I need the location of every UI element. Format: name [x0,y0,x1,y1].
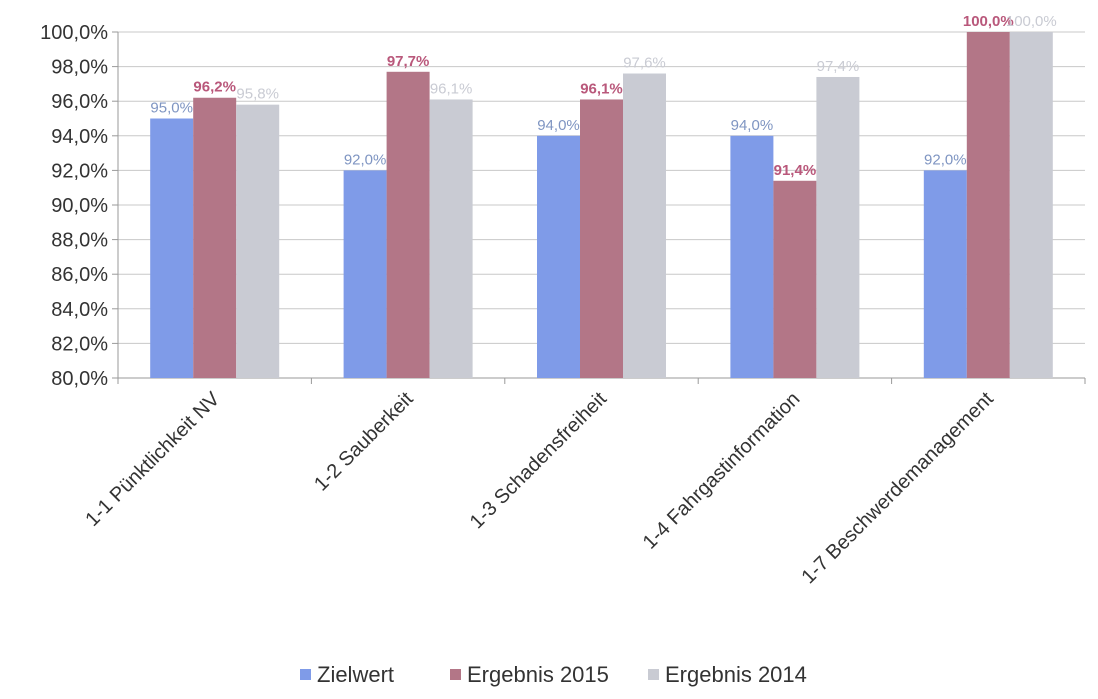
data-label: 95,0% [150,100,193,117]
y-tick-label: 92,0% [51,160,108,182]
y-tick-label: 94,0% [51,126,108,148]
bar-ergebnis-2015 [386,71,430,378]
bar-zielwert [730,135,774,378]
legend-label: Ergebnis 2015 [467,662,609,687]
bar-ergebnis-2014 [816,76,860,378]
y-tick-label: 88,0% [51,230,108,252]
legend-swatch [648,669,659,680]
data-label: 94,0% [731,117,774,134]
data-label: 96,2% [193,79,236,96]
data-label: 92,0% [344,151,387,168]
y-tick-label: 82,0% [51,333,108,355]
data-label: 97,6% [623,55,666,72]
data-labels: 95,0%92,0%94,0% 94,0%92,0%96,2%97,7%96,1%… [150,13,1056,179]
bar-zielwert [923,170,967,378]
category-label: 1-2 Sauberkeit [310,388,418,496]
bar-ergebnis-2014 [429,99,473,378]
data-label: 92,0% [924,151,967,168]
data-label: 95,8% [236,86,279,103]
y-tick-label: 80,0% [51,368,108,390]
bar-ergebnis-2015 [193,97,237,379]
y-tick-label: 86,0% [51,264,108,286]
bar-zielwert [537,135,580,378]
bar-zielwert [150,118,194,378]
category-label: 1-7 Beschwerdemanagement [798,388,999,589]
bar-ergebnis-2014 [236,104,280,378]
y-tick-label: 98,0% [51,57,108,79]
category-label: 1-3 Schadensfreiheit [466,388,612,534]
legend: Zielwert Ergebnis 2015 Ergebnis 2014 [300,662,807,687]
data-label: 91,4% [774,162,817,179]
data-label: 96,1% [430,80,473,97]
data-label: 96,1% [580,80,623,97]
category-labels: 1-1 Pünktlichkeit NV 1-2 Sauberkeit 1-3 Sc… [81,388,998,589]
bar-ergebnis-2015 [773,180,817,378]
bar-ergebnis-2014 [1009,32,1053,378]
category-label: 1-4 Fahrgastinformation [639,388,805,554]
legend-label: Ergebnis 2014 [665,662,807,687]
legend-swatch [450,669,461,680]
y-tick-label: 100,0% [40,22,108,44]
data-label: 97,7% [387,53,430,70]
bar-ergebnis-2015 [966,32,1010,378]
bar-ergebnis-2015 [580,99,623,378]
bar-zielwert [343,170,387,378]
bar-ergebnis-2014 [623,73,666,379]
data-label: 100,0% [1006,13,1057,30]
y-tick-label: 96,0% [51,91,108,113]
legend-label: Zielwert [317,662,394,687]
data-label: 94,0% [537,117,580,134]
y-tick-label: 90,0% [51,195,108,217]
legend-swatch [300,669,311,680]
data-label: 97,4% [817,58,860,75]
y-tick-label: 84,0% [51,299,108,321]
data-label: 100,0% [963,13,1014,30]
category-label: 1-1 Pünktlichkeit NV [81,388,224,531]
bars [150,32,1053,379]
